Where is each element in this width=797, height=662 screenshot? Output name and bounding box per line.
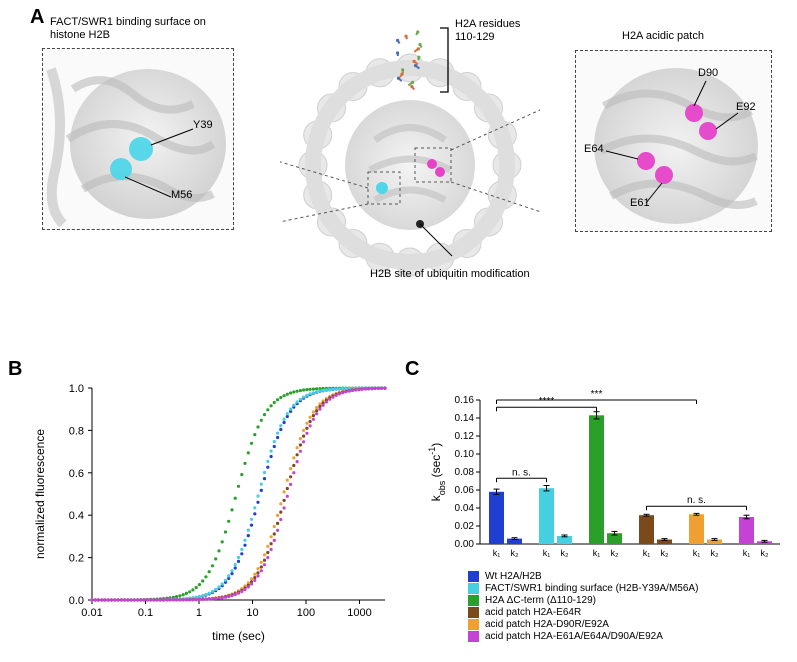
svg-text:normalized fluorescence: normalized fluorescence bbox=[33, 429, 47, 559]
legend-item: acid patch H2A-D90R/E92A bbox=[468, 619, 797, 630]
legend-item: FACT/SWR1 binding surface (H2B-Y39A/M56A… bbox=[468, 583, 797, 594]
panel-c: 0.00 0.02 0.04 0.06 0.08 0.10 0.12 0.14 0.16 kobs… bbox=[428, 378, 788, 658]
svg-text:k₁: k₁ bbox=[743, 548, 751, 558]
svg-text:0.0: 0.0 bbox=[69, 595, 84, 607]
svg-text:k₂: k₂ bbox=[561, 548, 570, 558]
legend-swatch bbox=[468, 607, 479, 618]
svg-text:0.06: 0.06 bbox=[455, 485, 475, 496]
legend-label: acid patch H2A-D90R/E92A bbox=[485, 619, 609, 630]
legend-label: acid patch H2A-E64R bbox=[485, 607, 581, 618]
center-top-label: H2A residues 110-129 bbox=[455, 18, 535, 44]
ubiq-label: H2B site of ubiquitin modification bbox=[370, 268, 550, 281]
svg-text:k₂: k₂ bbox=[711, 548, 720, 558]
svg-text:0.16: 0.16 bbox=[455, 395, 475, 406]
left-res-y39: Y39 bbox=[193, 119, 213, 131]
svg-text:1: 1 bbox=[196, 607, 202, 619]
legend-swatch bbox=[468, 595, 479, 606]
svg-text:0.12: 0.12 bbox=[455, 431, 475, 442]
svg-text:1.0: 1.0 bbox=[69, 383, 84, 395]
legend-label: H2A ΔC-term (Δ110-129) bbox=[485, 595, 596, 606]
panel-c-legend: Wt H2A/H2B FACT/SWR1 binding surface (H2… bbox=[468, 570, 797, 643]
right-inset-structure bbox=[576, 51, 771, 231]
svg-text:0.00: 0.00 bbox=[455, 539, 475, 550]
svg-text:****: **** bbox=[539, 396, 555, 407]
svg-text:kobs (sec-1): kobs (sec-1) bbox=[428, 443, 447, 502]
svg-text:k₂: k₂ bbox=[511, 548, 520, 558]
legend-swatch bbox=[468, 631, 479, 642]
panel-b: 0.0 0.2 0.4 0.6 0.8 1.0 0.01 0.1 1 10 100 1000 time … bbox=[30, 378, 395, 648]
svg-text:k₁: k₁ bbox=[593, 548, 601, 558]
legend-swatch bbox=[468, 583, 479, 594]
svg-text:***: *** bbox=[591, 389, 603, 400]
svg-text:time (sec): time (sec) bbox=[212, 629, 265, 643]
legend-label: FACT/SWR1 binding surface (H2B-Y39A/M56A… bbox=[485, 583, 698, 594]
svg-text:0.02: 0.02 bbox=[455, 521, 475, 532]
right-inset-title: H2A acidic patch bbox=[622, 30, 704, 42]
center-nucleosome bbox=[280, 20, 540, 280]
svg-text:k₂: k₂ bbox=[761, 548, 770, 558]
svg-text:n. s.: n. s. bbox=[687, 495, 706, 506]
svg-text:k₂: k₂ bbox=[661, 548, 670, 558]
svg-text:0.6: 0.6 bbox=[69, 468, 84, 480]
legend-item: Wt H2A/H2B bbox=[468, 571, 797, 582]
svg-text:0.08: 0.08 bbox=[455, 467, 475, 478]
panel-a: FACT/SWR1 binding surface on histone H2B bbox=[0, 0, 797, 340]
right-inset-box: D90 E92 E64 E61 bbox=[575, 50, 772, 232]
svg-text:k₁: k₁ bbox=[643, 548, 651, 558]
svg-text:1000: 1000 bbox=[347, 607, 371, 619]
panel-c-chart: 0.00 0.02 0.04 0.06 0.08 0.10 0.12 0.14 0.16 kobs… bbox=[428, 378, 788, 568]
svg-text:10: 10 bbox=[246, 607, 258, 619]
svg-text:0.04: 0.04 bbox=[455, 503, 475, 514]
right-res-e61: E61 bbox=[630, 197, 650, 209]
svg-text:n. s.: n. s. bbox=[512, 467, 531, 478]
right-res-e92: E92 bbox=[736, 101, 756, 113]
svg-text:k₂: k₂ bbox=[611, 548, 620, 558]
legend-item: acid patch H2A-E61A/E64A/D90A/E92A bbox=[468, 631, 797, 642]
legend-label: Wt H2A/H2B bbox=[485, 571, 542, 582]
legend-swatch bbox=[468, 571, 479, 582]
legend-item: H2A ΔC-term (Δ110-129) bbox=[468, 595, 797, 606]
svg-text:0.4: 0.4 bbox=[69, 510, 84, 522]
right-res-e64: E64 bbox=[584, 143, 604, 155]
legend-label: acid patch H2A-E61A/E64A/D90A/E92A bbox=[485, 631, 663, 642]
panel-b-chart: 0.0 0.2 0.4 0.6 0.8 1.0 0.01 0.1 1 10 100 1000 time … bbox=[30, 378, 395, 648]
svg-text:k₁: k₁ bbox=[693, 548, 701, 558]
left-inset-structure bbox=[43, 49, 233, 229]
left-inset-title: FACT/SWR1 binding surface on histone H2B bbox=[50, 16, 230, 42]
svg-text:0.01: 0.01 bbox=[81, 607, 102, 619]
svg-text:0.1: 0.1 bbox=[138, 607, 153, 619]
svg-text:0.14: 0.14 bbox=[455, 413, 475, 424]
svg-text:k₁: k₁ bbox=[493, 548, 501, 558]
right-res-d90: D90 bbox=[698, 67, 718, 79]
svg-text:0.2: 0.2 bbox=[69, 553, 84, 565]
legend-swatch bbox=[468, 619, 479, 630]
svg-text:0.8: 0.8 bbox=[69, 425, 84, 437]
svg-text:100: 100 bbox=[297, 607, 315, 619]
svg-text:k₁: k₁ bbox=[543, 548, 551, 558]
left-inset-box: Y39 M56 bbox=[42, 48, 234, 230]
panel-label-c: C bbox=[405, 358, 419, 381]
legend-item: acid patch H2A-E64R bbox=[468, 607, 797, 618]
left-res-m56: M56 bbox=[171, 189, 192, 201]
panel-label-b: B bbox=[8, 358, 22, 381]
svg-text:0.10: 0.10 bbox=[455, 449, 475, 460]
